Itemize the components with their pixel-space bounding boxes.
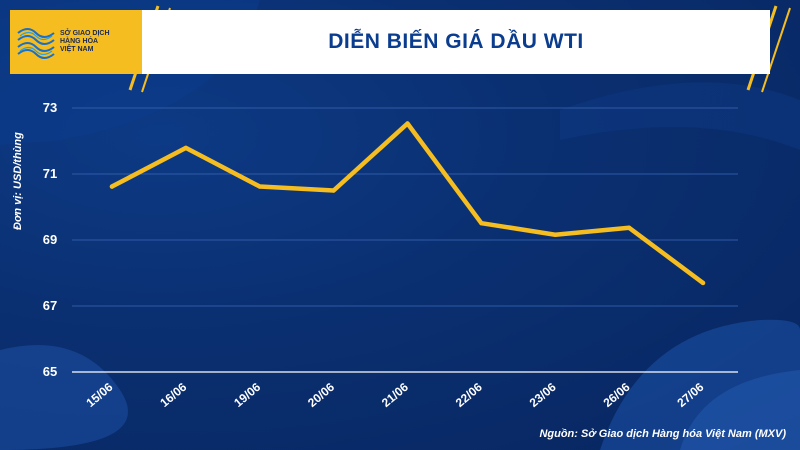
x-tick-label: 23/06 bbox=[527, 380, 559, 410]
logo-line-3: VIỆT NAM bbox=[60, 46, 94, 53]
header-banner: SỞ GIAO DỊCH HÀNG HÓA VIỆT NAM DIỄN BIẾN… bbox=[10, 10, 770, 74]
y-tick-label: 67 bbox=[43, 298, 57, 313]
x-tick-label: 15/06 bbox=[83, 380, 115, 410]
y-tick-label: 65 bbox=[43, 364, 57, 379]
y-axis-ticks: 65 67 69 71 73 bbox=[43, 100, 57, 379]
source-note: Nguồn: Sở Giao dịch Hàng hóa Việt Nam (M… bbox=[539, 428, 786, 440]
x-tick-label: 27/06 bbox=[674, 380, 706, 410]
x-axis-ticks: 15/06 16/06 19/06 20/06 21/06 22/06 23/06 26/06… bbox=[83, 380, 706, 410]
data-point bbox=[626, 225, 632, 230]
y-axis-label: Đơn vị: USD/thùng bbox=[12, 132, 24, 230]
x-tick-label: 21/06 bbox=[379, 380, 411, 410]
x-tick-label: 20/06 bbox=[305, 380, 337, 410]
data-point bbox=[700, 280, 706, 286]
y-tick-label: 69 bbox=[43, 232, 57, 247]
data-point bbox=[257, 184, 262, 189]
series-group bbox=[109, 121, 706, 286]
logo-wave-icon bbox=[17, 28, 55, 59]
data-point bbox=[331, 188, 336, 193]
logo-line-1: SỞ GIAO DỊCH bbox=[60, 30, 110, 37]
exchange-logo: SỞ GIAO DỊCH HÀNG HÓA VIỆT NAM bbox=[10, 10, 142, 74]
logo-wordmark: SỞ GIAO DỊCH HÀNG HÓA VIỆT NAM bbox=[60, 30, 140, 54]
x-tick-label: 16/06 bbox=[157, 380, 189, 410]
data-point bbox=[109, 184, 115, 189]
data-point bbox=[405, 121, 410, 126]
x-tick-label: 22/06 bbox=[453, 380, 485, 410]
y-tick-label: 73 bbox=[43, 100, 57, 115]
data-point bbox=[553, 232, 558, 237]
logo-line-2: HÀNG HÓA bbox=[60, 38, 99, 45]
data-point bbox=[183, 145, 189, 151]
series-line bbox=[109, 121, 706, 286]
chart-title: DIỄN BIẾN GIÁ DẦU WTI bbox=[328, 30, 584, 53]
grid-lines bbox=[72, 107, 738, 373]
x-tick-label: 26/06 bbox=[601, 380, 633, 410]
x-tick-label: 19/06 bbox=[231, 380, 263, 410]
y-tick-label: 71 bbox=[43, 166, 57, 181]
data-point bbox=[479, 220, 484, 226]
